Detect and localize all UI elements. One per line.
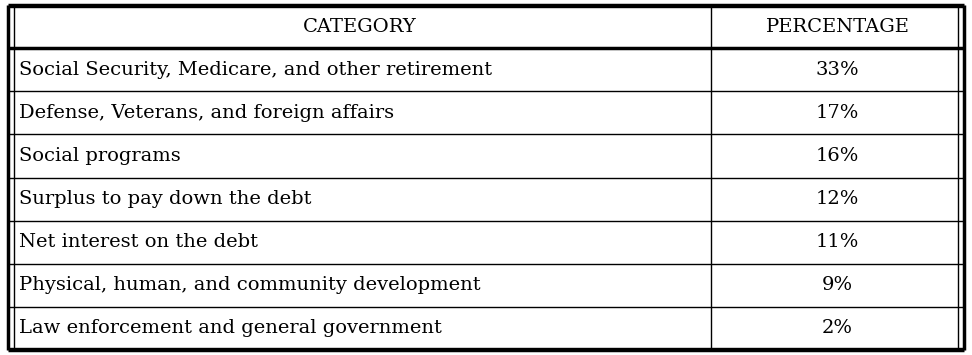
Text: 12%: 12% (816, 190, 859, 208)
Text: 2%: 2% (822, 319, 853, 337)
Text: Net interest on the debt: Net interest on the debt (19, 233, 259, 251)
Text: 33%: 33% (816, 61, 859, 79)
Text: 17%: 17% (816, 104, 859, 122)
Text: PERCENTAGE: PERCENTAGE (766, 18, 910, 36)
Text: Social programs: Social programs (19, 147, 181, 165)
Text: Surplus to pay down the debt: Surplus to pay down the debt (19, 190, 312, 208)
Text: Law enforcement and general government: Law enforcement and general government (19, 319, 442, 337)
Text: Physical, human, and community development: Physical, human, and community developme… (19, 276, 481, 294)
Text: Social Security, Medicare, and other retirement: Social Security, Medicare, and other ret… (19, 61, 493, 79)
Text: Defense, Veterans, and foreign affairs: Defense, Veterans, and foreign affairs (19, 104, 395, 122)
Text: 9%: 9% (822, 276, 853, 294)
Text: CATEGORY: CATEGORY (302, 18, 416, 36)
Text: 11%: 11% (816, 233, 859, 251)
Text: 16%: 16% (816, 147, 859, 165)
